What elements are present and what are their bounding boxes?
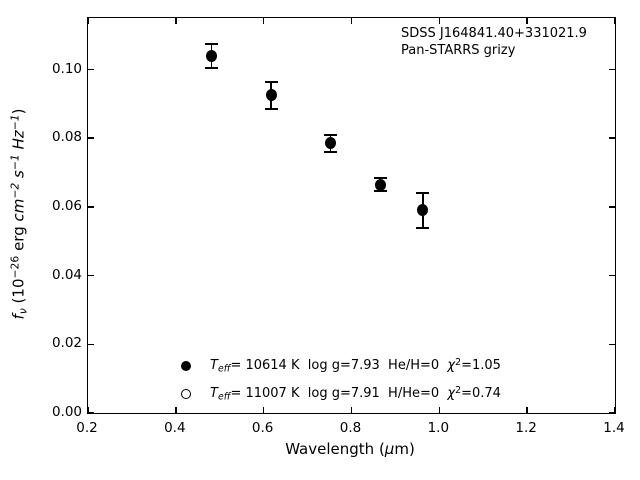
x-axis-tick-top [350,18,353,24]
label-segment: Hz [9,130,28,150]
filled-circle-icon [181,361,191,371]
x-axis-tick-top [614,18,616,24]
label-segment: =1.05 [461,358,501,374]
error-bar-cap-top [323,133,337,136]
label-segment: = 11007 K log g=7.91 H/He=0 [230,386,448,402]
label-segment: eff [217,391,231,403]
label-segment: (10 [9,278,28,309]
y-axis-tick-left [88,206,94,208]
x-axis-tick-top [262,18,265,24]
x-axis-tick-bottom [175,407,177,413]
open-circle-icon [181,389,191,399]
y-axis-tick-right [609,343,615,346]
x-axis-tick-bottom [614,407,616,413]
y-axis-tick-left [88,137,94,139]
label-segment: ) [9,108,28,115]
x-axis-tick-bottom [87,407,89,413]
label-segment: s [9,170,28,178]
x-tick-label: 1.0 [427,420,450,436]
label-segment: m) [394,440,415,458]
x-axis-tick-bottom [438,407,441,413]
label-segment: eff [217,363,231,375]
label-segment: ν [16,308,30,315]
label-segment: −26 [8,255,22,279]
data-point-marker [265,89,277,102]
label-segment: χ [447,386,456,402]
data-point-marker [374,178,386,191]
data-point-marker [417,204,429,217]
x-tick-label: 0.8 [339,420,362,436]
legend-entry-label: Teff= 11007 K log g=7.91 H/He=0 χ2=0.74 [210,385,501,403]
y-axis-label: fν (10−26 erg cm−2 s−1 Hz−1) [9,108,30,319]
x-tick-label: 0.6 [251,420,274,436]
label-segment: T [210,358,218,374]
x-axis-tick-top [87,18,89,24]
target-annotation: SDSS J164841.40+331021.9 Pan-STARRS griz… [401,26,587,59]
error-bar-cap-bottom [323,150,337,153]
legend: Teff= 10614 K log g=7.93 He/H=0 χ2=1.05 T… [181,352,501,408]
x-tick-label: 1.4 [603,420,625,436]
y-axis-tick-right [609,206,615,208]
error-bar-cap-bottom [204,66,218,69]
error-bar-cap-top [204,42,218,45]
y-axis-tick-left [88,343,94,346]
label-segment: −1 [8,114,22,131]
label-segment: μ [384,440,395,458]
label-segment: χ [447,358,456,374]
y-axis-tick-right [609,137,615,139]
y-tick-label: 0.04 [51,266,82,283]
error-bar-cap-bottom [373,190,387,193]
error-bar-cap-top [416,192,430,195]
x-tick-label: 0.2 [76,420,98,436]
x-axis-tick-top [526,18,528,24]
label-segment [10,149,28,154]
legend-entry: Teff= 10614 K log g=7.93 He/H=0 χ2=1.05 [181,352,501,380]
error-bar-cap-bottom [416,226,430,229]
label-segment: erg [9,221,28,256]
y-tick-label: 0.00 [51,404,82,420]
label-segment: 2 [455,385,462,397]
y-axis-tick-right [609,68,615,71]
label-segment: f [9,314,28,320]
data-point-marker [324,137,336,150]
error-bar-cap-top [373,176,387,179]
y-axis-tick-left [88,274,94,277]
x-tick-label: 1.2 [515,420,537,436]
label-segment: −1 [8,154,22,171]
legend-entry-label: Teff= 10614 K log g=7.93 He/H=0 χ2=1.05 [210,357,501,375]
plot-area: SDSS J164841.40+331021.9 Pan-STARRS griz… [87,17,616,414]
y-axis-tick-left [88,68,94,71]
y-tick-label: 0.06 [51,197,82,214]
y-tick-label: 0.10 [51,60,82,77]
x-axis-tick-bottom [526,407,528,413]
y-axis-tick-right [609,412,615,414]
error-bar-cap-bottom [264,108,278,111]
label-segment: 2 [455,357,462,369]
label-segment [10,178,28,183]
label-segment: T [210,386,218,402]
label-segment: Wavelength ( [285,440,385,458]
x-axis-tick-bottom [262,407,265,413]
data-point-marker [205,49,217,62]
x-axis-tick-top [438,18,441,24]
label-segment: = 10614 K log g=7.93 He/H=0 [230,358,448,374]
y-tick-label: 0.08 [51,129,82,146]
y-axis-tick-right [609,274,615,277]
label-segment: =0.74 [461,386,501,402]
annotation-line-2: Pan-STARRS grizy [401,42,516,58]
y-tick-label: 0.02 [51,335,82,352]
x-axis-label: Wavelength (μm) [285,440,415,458]
label-segment: −2 [8,182,22,199]
y-axis-tick-left [88,412,94,414]
legend-entry: Teff= 11007 K log g=7.91 H/He=0 χ2=0.74 [181,380,501,408]
error-bar-cap-top [264,80,278,83]
label-segment: cm [9,198,28,222]
x-tick-label: 0.4 [164,420,186,436]
annotation-line-1: SDSS J164841.40+331021.9 [401,26,587,41]
x-axis-tick-top [175,18,177,24]
x-axis-tick-bottom [350,407,353,413]
